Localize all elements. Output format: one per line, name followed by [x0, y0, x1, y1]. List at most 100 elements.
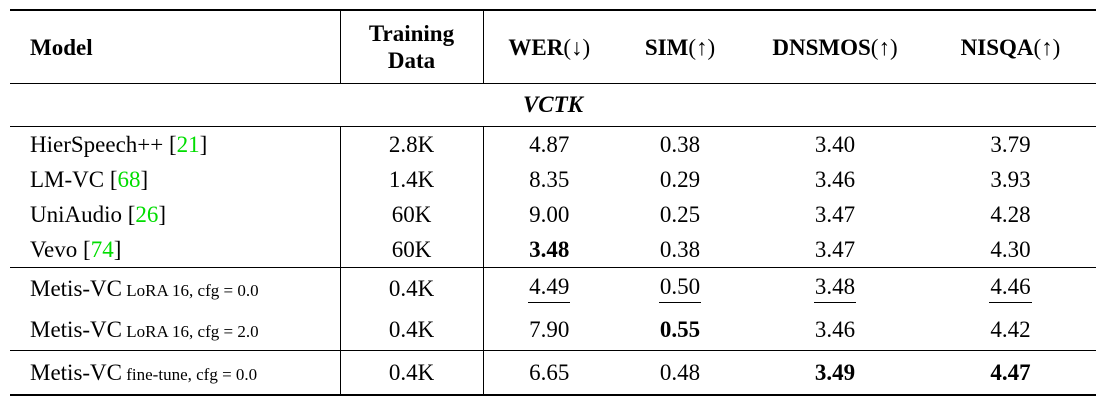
- metric-cell-sim: 0.50: [615, 268, 745, 310]
- model-cell: Metis-VC LoRA 16, cfg = 0.0: [10, 268, 340, 310]
- metis-finetune-rows-group: Metis-VC fine-tune, cfg = 0.0 0.4K 6.65 …: [10, 350, 1096, 396]
- model-name: Metis-VC: [30, 359, 122, 385]
- training-data-cell: 60K: [339, 232, 483, 268]
- sim-arrow: (↑): [688, 34, 716, 60]
- metric-cell-dnsmos: 3.49: [745, 351, 925, 396]
- model-variant: fine-tune, cfg = 0.0: [122, 364, 258, 384]
- table-row: LM-VC [68] 1.4K 8.35 0.29 3.46 3.93: [10, 162, 1096, 197]
- table-row: UniAudio [26] 60K 9.00 0.25 3.47 4.28: [10, 197, 1096, 232]
- metric-cell-wer: 9.00: [482, 197, 615, 232]
- metric-value: 3.40: [814, 131, 856, 157]
- metric-value: 8.35: [529, 166, 570, 192]
- training-data-cell: 0.4K: [339, 309, 483, 351]
- dnsmos-label: DNSMOS: [772, 34, 871, 60]
- model-name: Vevo: [30, 236, 78, 262]
- metric-value: 3.49: [814, 359, 856, 385]
- section-row: VCTK: [10, 84, 1096, 127]
- metric-cell-dnsmos: 3.46: [745, 309, 925, 351]
- model-cell: Vevo [74]: [10, 232, 340, 268]
- citation-number: 21: [176, 131, 200, 157]
- metric-value: 3.47: [814, 201, 856, 227]
- model-cell: Metis-VC fine-tune, cfg = 0.0: [10, 351, 340, 396]
- metric-value: 0.55: [659, 316, 701, 342]
- metric-cell-wer: 4.49: [482, 267, 615, 309]
- table-row: Metis-VC LoRA 16, cfg = 2.0 0.4K 7.90 0.…: [10, 309, 1096, 351]
- metric-cell-nisqa: 4.46: [925, 268, 1096, 310]
- training-data-line2: Data: [387, 48, 436, 73]
- metric-value: 9.00: [529, 201, 570, 227]
- metis-lora-rows-group: Metis-VC LoRA 16, cfg = 0.0 0.4K 4.49 0.…: [10, 267, 1096, 351]
- baseline-rows-group: HierSpeech++ [21] 2.8K 4.87 0.38 3.40 3.…: [10, 126, 1096, 268]
- metric-value: 4.87: [529, 131, 570, 157]
- nisqa-label: NISQA: [960, 34, 1034, 60]
- metric-cell-nisqa: 3.93: [925, 162, 1096, 197]
- citation-number: 26: [135, 201, 159, 227]
- model-cell: HierSpeech++ [21]: [10, 127, 340, 163]
- metric-cell-nisqa: 4.42: [925, 309, 1096, 351]
- metric-value: 0.50: [658, 275, 702, 303]
- metric-value: 4.49: [528, 275, 571, 303]
- metric-cell-sim: 0.25: [615, 197, 745, 232]
- model-name: Metis-VC: [30, 275, 122, 301]
- metric-cell-nisqa: 4.47: [925, 351, 1096, 396]
- citation-link[interactable]: [68]: [109, 166, 149, 192]
- metric-value: 3.46: [814, 316, 856, 342]
- wer-arrow: (↓): [563, 34, 591, 60]
- header-row: Model Training Data WER(↓) SIM(↑) DNSMOS…: [10, 10, 1096, 84]
- model-cell: Metis-VC LoRA 16, cfg = 2.0: [10, 309, 340, 351]
- metric-value: 4.28: [990, 201, 1031, 227]
- model-variant: LoRA 16, cfg = 0.0: [122, 280, 259, 300]
- col-header-model-label: Model: [30, 34, 93, 60]
- table-row: Metis-VC LoRA 16, cfg = 0.0 0.4K 4.49 0.…: [10, 267, 1096, 310]
- model-cell: UniAudio [26]: [10, 197, 340, 232]
- col-header-training-data: Training Data: [339, 10, 483, 84]
- metric-cell-dnsmos: 3.46: [745, 162, 925, 197]
- metric-value: 0.25: [659, 201, 701, 227]
- col-header-wer: WER(↓): [482, 10, 615, 84]
- citation-number: 74: [90, 236, 114, 262]
- metric-cell-wer: 3.48: [482, 232, 615, 268]
- metric-value: 3.46: [814, 166, 856, 192]
- metric-value: 4.30: [990, 236, 1031, 262]
- metric-cell-wer: 8.35: [482, 162, 615, 197]
- dnsmos-arrow: (↑): [870, 34, 898, 60]
- metric-cell-sim: 0.38: [615, 127, 745, 163]
- metric-value: 4.46: [989, 275, 1032, 303]
- wer-label: WER: [508, 34, 564, 60]
- table-row: HierSpeech++ [21] 2.8K 4.87 0.38 3.40 3.…: [10, 126, 1096, 163]
- metric-cell-sim: 0.48: [615, 351, 745, 396]
- metric-cell-wer: 6.65: [482, 350, 615, 395]
- training-data-line1: Training: [368, 21, 455, 46]
- citation-link[interactable]: [21]: [168, 131, 208, 157]
- metric-value: 6.65: [529, 359, 570, 385]
- nisqa-arrow: (↑): [1033, 34, 1061, 60]
- metric-cell-dnsmos: 3.47: [745, 197, 925, 232]
- metric-cell-wer: 4.87: [482, 126, 615, 162]
- model-name: LM-VC: [30, 166, 105, 192]
- col-header-nisqa: NISQA(↑): [925, 10, 1096, 84]
- metric-cell-dnsmos: 3.48: [745, 268, 925, 310]
- citation-number: 68: [117, 166, 141, 192]
- metric-value: 3.48: [529, 236, 570, 262]
- metric-cell-sim: 0.29: [615, 162, 745, 197]
- metric-value: 3.93: [990, 166, 1031, 192]
- metric-cell-nisqa: 3.79: [925, 127, 1096, 163]
- table-row: Metis-VC fine-tune, cfg = 0.0 0.4K 6.65 …: [10, 350, 1096, 396]
- metric-value: 0.38: [659, 131, 701, 157]
- table-header: Model Training Data WER(↓) SIM(↑) DNSMOS…: [10, 10, 1096, 84]
- metric-cell-nisqa: 4.30: [925, 232, 1096, 268]
- model-variant: LoRA 16, cfg = 2.0: [122, 321, 259, 341]
- table-row: Vevo [74] 60K 3.48 0.38 3.47 4.30: [10, 232, 1096, 268]
- citation-link[interactable]: [74]: [83, 236, 122, 262]
- section-header: VCTK: [10, 84, 1096, 127]
- training-data-cell: 1.4K: [339, 162, 483, 197]
- metric-cell-nisqa: 4.28: [925, 197, 1096, 232]
- citation-link[interactable]: [26]: [127, 201, 167, 227]
- metric-value: 0.38: [659, 236, 701, 262]
- metric-value: 3.79: [990, 131, 1031, 157]
- col-header-sim: SIM(↑): [615, 10, 745, 84]
- results-table: Model Training Data WER(↓) SIM(↑) DNSMOS…: [10, 9, 1096, 396]
- metric-cell-dnsmos: 3.40: [745, 127, 925, 163]
- model-name: Metis-VC: [30, 316, 122, 342]
- metric-value: 0.48: [659, 359, 701, 385]
